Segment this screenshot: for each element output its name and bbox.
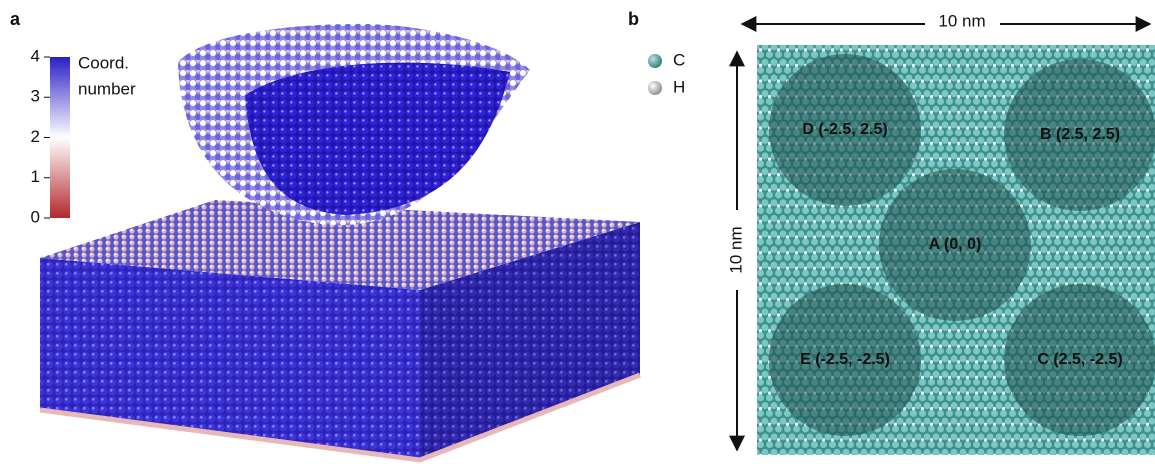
panel-label: a <box>10 9 21 29</box>
legend-label: H <box>673 77 685 96</box>
colorbar-title: Coord. <box>78 53 129 72</box>
legend-label: C <box>673 50 685 69</box>
droplet-core <box>245 63 510 215</box>
region-label: D (-2.5, 2.5) <box>802 121 887 138</box>
colorbar-tick-label: 1 <box>31 167 40 186</box>
colorbar <box>50 57 70 218</box>
colorbar-tick-label: 2 <box>31 127 40 146</box>
substrate-front <box>40 258 420 460</box>
panel-label: b <box>628 9 639 29</box>
figure: a Coord. number 01234 b C H 10 nm 10 nm … <box>0 0 1155 464</box>
colorbar-tick-label: 3 <box>31 87 40 106</box>
colorbar-tick-label: 0 <box>31 207 40 226</box>
legend-marker <box>648 54 662 68</box>
colorbar-title: number <box>78 79 136 98</box>
legend-marker <box>648 81 662 95</box>
region-label: A (0, 0) <box>929 236 982 253</box>
width-label: 10 nm <box>938 11 985 30</box>
region-label: B (2.5, 2.5) <box>1040 126 1120 143</box>
height-label: 10 nm <box>726 226 745 273</box>
region-label: E (-2.5, -2.5) <box>800 351 890 368</box>
region-label: C (2.5, -2.5) <box>1037 351 1122 368</box>
colorbar-tick-label: 4 <box>31 46 40 65</box>
